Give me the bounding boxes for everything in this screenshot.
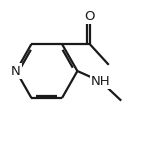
Text: NH: NH xyxy=(91,75,111,88)
Text: O: O xyxy=(85,9,95,22)
Text: N: N xyxy=(11,65,21,78)
